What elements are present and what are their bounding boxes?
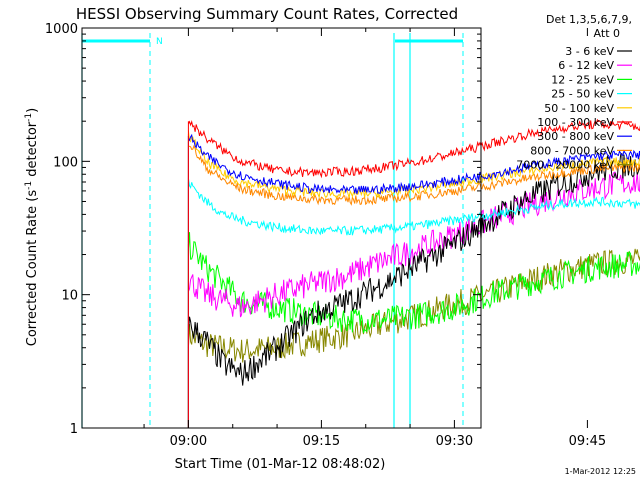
y-axis-label-sup2: -1 [24,113,34,122]
legend-label: 12 - 25 keV [551,73,614,86]
x-tick-label: 09:00 [170,434,207,449]
x-tick-label: 09:30 [436,434,473,449]
y-axis-label-main: Corrected Count Rate (s [25,190,40,347]
legend-label: 800 - 7000 keV [530,144,614,157]
flag-label: N [156,37,163,47]
series-line-1 [187,171,640,318]
y-tick-label: 1 [70,422,78,437]
chart-title: HESSI Observing Summary Count Rates, Cor… [76,5,458,23]
y-tick-label: 10 [61,289,78,304]
y-axis-label-end: ) [25,108,40,113]
x-tick-label: 09:15 [303,434,340,449]
y-tick-label: 1000 [45,22,78,37]
timestamp: 1-Mar-2012 12:25 [565,467,636,476]
y-axis-label: Corrected Count Rate (s-1 detector-1) [24,108,40,346]
series-group [187,118,640,428]
legend-label: 300 - 800 keV [537,130,614,143]
legend-label: 6 - 12 keV [558,59,614,72]
y-axis-label-mid: detector [25,121,40,181]
series-line-8 [187,248,640,363]
legend-label: 100 - 300 keV [537,116,614,129]
x-tick-label: 09:45 [569,434,606,449]
series-line-2 [187,232,640,334]
y-ticks: 1 10 100 1000 [45,22,481,437]
plot-frame [81,27,482,429]
legend-header-line-2: Att 0 [594,27,620,40]
legend-label: 3 - 6 keV [565,45,614,58]
legend-header-line-1: Det 1,3,5,6,7,9, [546,13,632,26]
x-axis-label: Start Time (01-Mar-12 08:48:02) [175,457,386,472]
series-line-7 [188,144,640,206]
series-line-6 [187,133,640,195]
series-line-0 [187,152,640,386]
y-axis-label-sup1: -1 [24,181,34,190]
y-tick-label: 100 [53,155,78,170]
series-line-3 [187,178,640,236]
legend-label: 50 - 100 keV [544,102,614,115]
series-line-5 [187,118,640,179]
legend-label: 25 - 50 keV [551,88,614,101]
series-line-4 [187,130,640,199]
legend-label: 7000 - 20000 keV [516,159,614,172]
